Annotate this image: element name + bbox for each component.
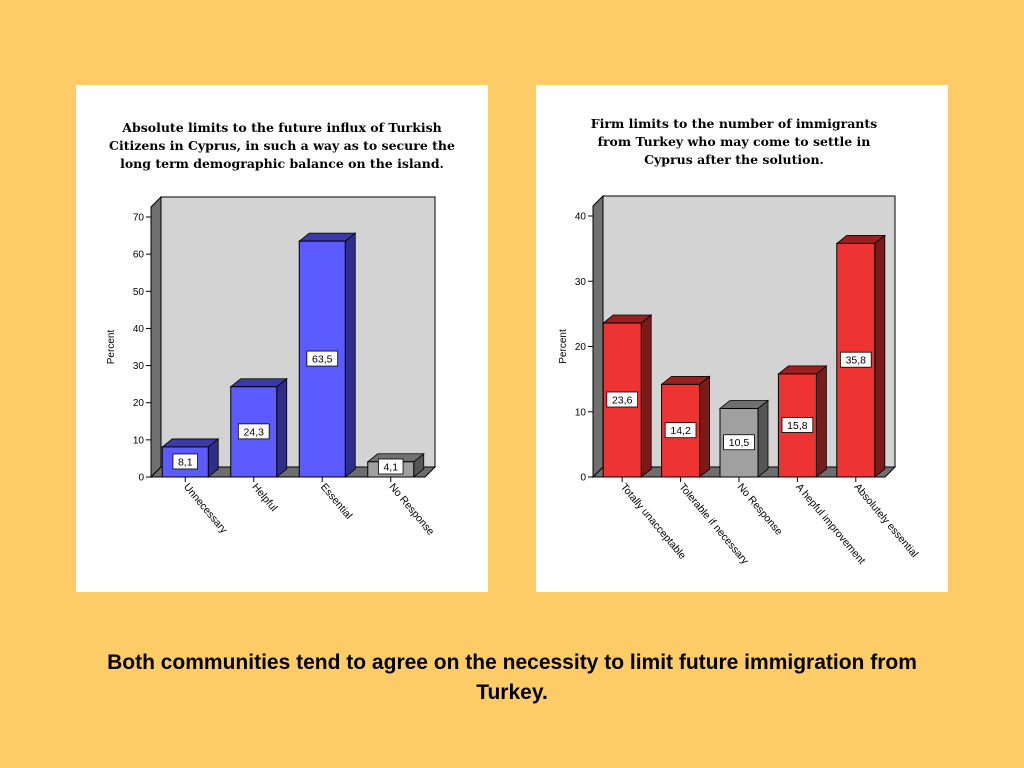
- right-bar-side: [815, 365, 827, 478]
- right-bar-side: [757, 399, 769, 478]
- left-category-label: Helpful: [249, 481, 279, 514]
- right-bar-side: [874, 234, 886, 478]
- right-y-tick-label: 30: [575, 277, 587, 288]
- left-bar-top: [229, 378, 288, 388]
- left-y-tick-label: 30: [133, 361, 145, 372]
- left-bar-top: [298, 232, 357, 242]
- right-chart-title-line: Cyprus after the solution.: [644, 152, 824, 167]
- left-chart: Absolute limits to the future influx of …: [106, 120, 455, 538]
- right-category-label: Totally unacceptable: [618, 481, 688, 562]
- right-data-label: 14,2: [670, 425, 691, 437]
- right-category-label: Absolutely essential: [852, 481, 921, 560]
- right-category-label: No Response: [735, 481, 785, 538]
- left-plot-left-wall: [150, 195, 162, 479]
- left-data-label-box: [237, 423, 270, 440]
- left-data-label: 63,5: [312, 354, 333, 366]
- left-data-label: 8,1: [178, 456, 193, 468]
- right-chart: Firm limits to the number of immigrants f…: [558, 116, 921, 567]
- right-chart-title-line: Firm limits to the number of immigrants: [591, 116, 877, 131]
- left-y-tick-label: 40: [133, 324, 145, 335]
- left-y-tick-label: 10: [133, 435, 145, 446]
- right-data-label-box: [606, 391, 639, 408]
- right-data-label-box: [839, 351, 872, 368]
- right-data-label: 15,8: [787, 420, 808, 432]
- slide-caption: Both communities tend to agree on the ne…: [107, 651, 917, 704]
- left-chart-title-line: long term demographic balance on the isl…: [120, 156, 444, 171]
- right-data-label-box: [664, 422, 697, 439]
- left-chart-panel: Absolute limits to the future influx of …: [76, 85, 488, 592]
- left-bar-top: [161, 438, 220, 448]
- left-y-tick-label: 0: [138, 473, 144, 484]
- right-data-label: 23,6: [612, 395, 633, 407]
- right-y-tick-label: 20: [575, 342, 587, 353]
- left-y-tick-label: 60: [133, 250, 145, 261]
- left-category-label: Essential: [318, 481, 355, 521]
- left-data-label-box: [172, 453, 198, 470]
- left-y-tick-label: 70: [133, 213, 145, 224]
- left-category-label: No Response: [386, 481, 436, 538]
- right-chart-panel: Firm limits to the number of immigrants f…: [536, 85, 948, 592]
- right-bar-side: [699, 375, 711, 478]
- left-bar-side: [344, 232, 356, 478]
- right-bar-side: [640, 314, 652, 478]
- left-y-tick-label: 20: [133, 398, 145, 409]
- left-chart-title-line: Absolute limits to the future influx of …: [121, 120, 441, 135]
- left-bar-side: [276, 377, 288, 478]
- right-y-axis-label: Percent: [558, 329, 569, 364]
- left-data-label: 24,3: [244, 426, 265, 438]
- right-plot-left-wall: [592, 194, 604, 479]
- left-chart-title-line: Citizens in Cyprus, in such a way as to …: [109, 138, 455, 153]
- right-data-label-box: [723, 434, 755, 451]
- right-chart-title-line: from Turkey who may come to settle in: [598, 134, 871, 149]
- right-data-label: 10,5: [729, 437, 750, 449]
- right-data-label-box: [781, 417, 814, 433]
- left-data-label: 4,1: [383, 462, 398, 474]
- left-data-label-box: [306, 350, 339, 367]
- right-y-tick-label: 40: [575, 212, 587, 223]
- right-data-label: 35,8: [846, 355, 867, 367]
- left-plot-back-wall: [160, 196, 436, 468]
- left-y-tick-label: 50: [133, 287, 145, 298]
- left-data-label-box: [378, 458, 404, 475]
- left-category-label: Unnecessary: [181, 481, 230, 536]
- left-y-axis-label: Percent: [106, 330, 117, 365]
- right-y-tick-label: 0: [580, 473, 586, 484]
- right-y-tick-label: 10: [575, 407, 587, 418]
